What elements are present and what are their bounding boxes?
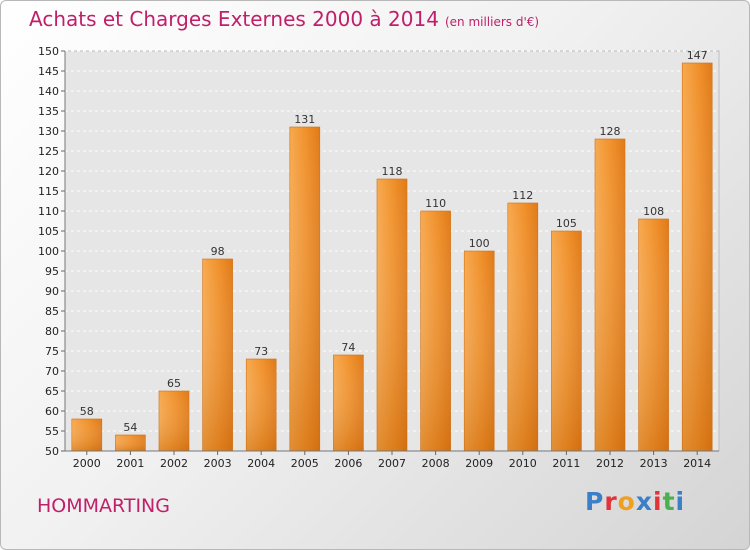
logo-letter: t [662,487,676,516]
y-tick-label: 115 [38,185,59,198]
x-tick-label: 2002 [160,457,188,470]
bar-value-label: 112 [512,189,533,202]
y-tick-label: 50 [45,445,59,458]
y-tick-label: 105 [38,225,59,238]
bar-value-label: 108 [643,205,664,218]
bar-value-label: 105 [556,217,577,230]
x-tick-label: 2004 [247,457,275,470]
y-tick-label: 70 [45,365,59,378]
bar-value-label: 147 [687,49,708,62]
y-tick-label: 130 [38,125,59,138]
bar-value-label: 74 [341,341,355,354]
logo-letter: x [635,487,653,516]
y-tick-label: 100 [38,245,59,258]
y-tick-label: 80 [45,325,59,338]
bar-shade [464,251,495,451]
logo-letter: o [617,487,636,516]
x-tick-label: 2012 [596,457,624,470]
y-tick-label: 145 [38,65,59,78]
x-tick-label: 2014 [683,457,711,470]
y-tick-label: 140 [38,85,59,98]
y-tick-label: 125 [38,145,59,158]
bar-shade [289,127,320,451]
y-tick-label: 90 [45,285,59,298]
bar-value-label: 98 [211,245,225,258]
bar-shade [333,355,364,451]
bar-shade [682,63,713,451]
x-tick-label: 2010 [509,457,537,470]
x-axis: 2000 2001 2002 2003 2004 2005 2006 2007 2008 2009… [65,450,719,470]
bar-shade [507,203,538,451]
proxiti-logo: Proxiti [585,487,685,516]
bar-shade [638,219,669,451]
bar-value-label: 54 [123,421,137,434]
y-tick-label: 75 [45,345,59,358]
y-tick-label: 65 [45,385,59,398]
chart-title: Achats et Charges Externes 2000 à 2014 (e… [29,7,539,31]
y-axis: 50 55 60 65 70 75 80 85 90 95 100 105 110 115 120 125 13… [38,45,66,458]
bar-value-label: 100 [469,237,490,250]
y-tick-label: 150 [38,45,59,58]
chart-title-text: Achats et Charges Externes 2000 à 2014 [29,7,439,31]
bars: 58 54 65 98 73 131 74 118 110 100 112 105 128 108 147 [71,49,713,452]
bar-shade [159,391,189,451]
x-tick-label: 2000 [73,457,101,470]
bar-shade [420,211,451,451]
logo-letter: i [675,487,686,516]
logo-letter: r [604,487,618,516]
bar-value-label: 73 [254,345,268,358]
bar-shade [551,231,582,451]
y-tick-label: 120 [38,165,59,178]
x-tick-label: 2001 [116,457,144,470]
y-tick-label: 110 [38,205,59,218]
bar-shade [71,419,102,451]
commune-name: HOMMARTING [37,495,170,517]
x-tick-label: 2008 [422,457,450,470]
x-tick-label: 2005 [291,457,319,470]
bar-shade [202,259,233,451]
y-tick-label: 55 [45,425,59,438]
bar-shade [246,359,277,451]
bar-value-label: 110 [425,197,446,210]
y-tick-label: 85 [45,305,59,318]
chart-subtitle: (en milliers d'€) [444,15,540,29]
y-tick-label: 135 [38,105,59,118]
x-tick-label: 2009 [465,457,493,470]
bar-shade [595,139,625,451]
bar-value-label: 58 [80,405,94,418]
x-tick-label: 2006 [334,457,362,470]
logo-letter: P [585,487,605,516]
x-tick-label: 2011 [552,457,580,470]
x-tick-label: 2013 [640,457,668,470]
logo-letter: i [653,487,663,516]
bar-value-label: 65 [167,377,181,390]
x-tick-label: 2007 [378,457,406,470]
y-tick-label: 60 [45,405,59,418]
y-tick-label: 95 [45,265,59,278]
x-tick-label: 2003 [204,457,232,470]
bar-value-label: 131 [294,113,315,126]
bar-shade [377,179,407,451]
bar-value-label: 128 [600,125,621,138]
bar-shade [115,435,146,451]
bar-value-label: 118 [382,165,403,178]
